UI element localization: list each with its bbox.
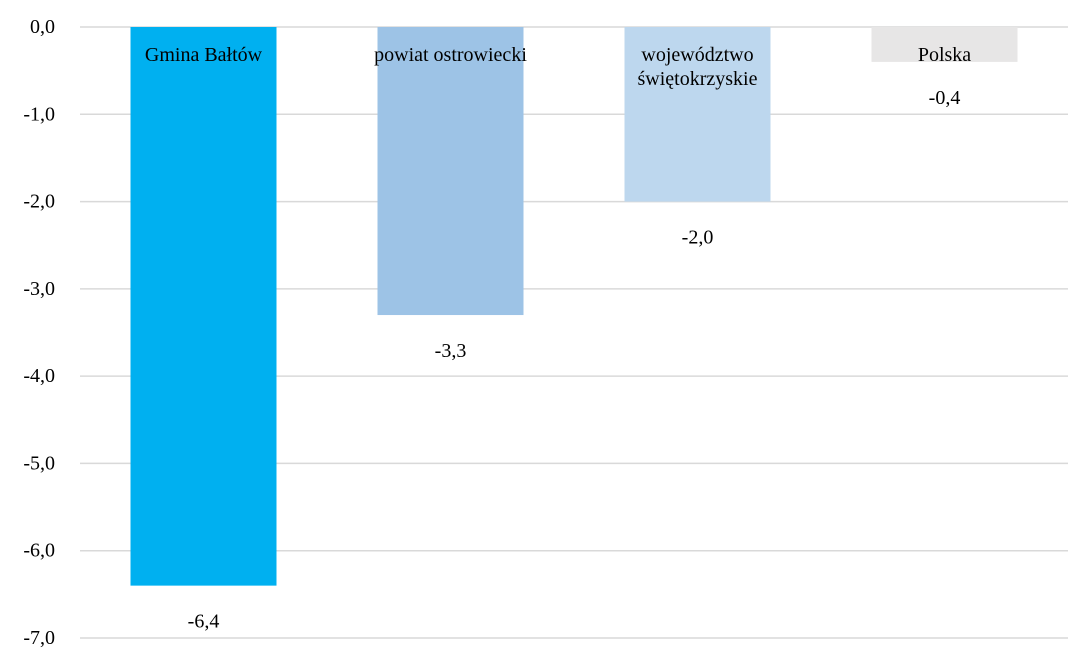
y-tick-label: -5,0 bbox=[23, 452, 55, 474]
category-label: powiat ostrowiecki bbox=[374, 44, 527, 66]
bar bbox=[130, 27, 277, 586]
category-label: Gmina Bałtów bbox=[145, 44, 263, 66]
bar-labels: Gmina Bałtów -6,4 powiat ostrowiecki -3,3 wo… bbox=[145, 44, 971, 633]
y-axis-tick-labels: 0,0 -1,0 -2,0 -3,0 -4,0 -5,0 -6,0 -7,0 bbox=[23, 16, 55, 649]
bar bbox=[377, 27, 524, 316]
bar bbox=[871, 27, 1018, 62]
data-label: -0,4 bbox=[929, 87, 961, 109]
data-label: -6,4 bbox=[188, 611, 220, 633]
y-tick-label: 0,0 bbox=[30, 16, 55, 38]
category-label: województwo bbox=[641, 44, 753, 66]
y-tick-label: -2,0 bbox=[23, 191, 55, 213]
bar bbox=[624, 27, 771, 202]
y-tick-label: -6,0 bbox=[23, 540, 55, 562]
y-tick-label: -7,0 bbox=[23, 627, 55, 649]
bars bbox=[130, 27, 1018, 586]
data-label: -3,3 bbox=[435, 340, 467, 362]
y-tick-label: -1,0 bbox=[23, 103, 55, 125]
category-label: Polska bbox=[918, 44, 971, 66]
y-tick-label: -4,0 bbox=[23, 365, 55, 387]
category-label: świętokrzyskie bbox=[638, 68, 758, 90]
y-tick-label: -3,0 bbox=[23, 278, 55, 300]
data-label: -2,0 bbox=[682, 227, 714, 249]
